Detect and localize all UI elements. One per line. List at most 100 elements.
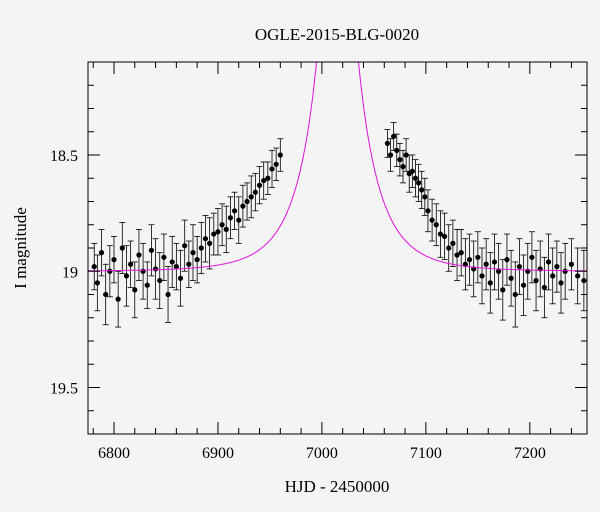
data-point (115, 296, 121, 302)
data-point (248, 194, 254, 200)
data-point (581, 277, 587, 284)
data-point (433, 222, 439, 228)
data-point (190, 250, 196, 256)
data-point (211, 231, 217, 237)
data-point (223, 226, 229, 232)
data-point (157, 277, 163, 284)
data-point (458, 250, 464, 256)
data-point (240, 203, 246, 209)
data-point (219, 222, 225, 228)
data-point (409, 168, 415, 174)
data-point (397, 157, 403, 163)
error-bars (91, 122, 587, 328)
data-point (412, 175, 419, 181)
data-point (491, 259, 498, 265)
x-tick-label: 7200 (514, 445, 546, 462)
data-point (148, 247, 155, 253)
data-point (252, 189, 258, 195)
data-point (554, 264, 560, 270)
plot-area (87, 61, 588, 435)
data-point (277, 152, 283, 158)
data-point (487, 280, 493, 286)
y-axis-ticks (88, 84, 587, 412)
data-point (558, 280, 564, 286)
data-point (500, 287, 506, 293)
data-point (575, 273, 581, 279)
data-point (207, 240, 213, 246)
data-point (194, 257, 200, 263)
x-tick-label: 6900 (202, 445, 234, 462)
data-point (215, 229, 221, 235)
x-tick-label: 7000 (306, 445, 338, 462)
data-point (91, 264, 97, 270)
data-point (446, 245, 452, 251)
data-point (429, 217, 435, 223)
data-point (541, 284, 547, 291)
x-axis-tick-labels: 6800 6900 7000 7100 7200 (98, 445, 546, 462)
data-point (479, 273, 485, 279)
data-point (483, 261, 489, 267)
data-point (422, 194, 428, 200)
y-tick-label: 18.5 (50, 148, 78, 165)
data-point (437, 231, 444, 237)
data-point (103, 291, 109, 298)
data-point (475, 254, 481, 260)
data-point (550, 273, 556, 279)
data-point (273, 161, 279, 167)
data-point (520, 282, 527, 288)
x-tick-label: 6800 (98, 445, 130, 462)
data-point (496, 268, 502, 274)
data-point (462, 261, 468, 267)
data-point (177, 275, 184, 281)
data-point (516, 264, 523, 270)
data-point (387, 152, 394, 158)
y-tick-label: 19.5 (50, 381, 78, 398)
data-point (425, 208, 431, 214)
data-point (165, 291, 171, 298)
data-point (231, 208, 238, 214)
data-point (107, 268, 113, 274)
data-point (161, 254, 167, 260)
data-point (384, 140, 390, 146)
y-axis-label: I magnitude (11, 207, 30, 289)
data-point (261, 177, 267, 184)
data-point (568, 261, 575, 267)
x-axis-ticks (92, 62, 572, 434)
data-point (545, 259, 552, 265)
data-point (400, 164, 406, 170)
data-point (244, 198, 250, 205)
data-point (140, 268, 146, 274)
model-curve (88, 62, 587, 272)
data-points (91, 133, 587, 302)
data-point (394, 147, 400, 153)
data-point (391, 133, 397, 139)
plot-frame (87, 61, 588, 435)
data-point (512, 291, 518, 298)
x-tick-label: 7100 (410, 445, 442, 462)
data-point (419, 187, 425, 193)
data-point (169, 259, 175, 265)
data-point (123, 273, 130, 279)
y-tick-label: 19 (62, 264, 78, 281)
data-point (533, 277, 539, 284)
data-point (202, 236, 209, 242)
data-point (182, 243, 188, 249)
y-axis-tick-labels: 18.5 19 19.5 (50, 148, 78, 398)
data-point (403, 152, 409, 158)
data-point (269, 166, 275, 172)
data-point (198, 245, 204, 251)
data-point (186, 261, 192, 267)
data-point (256, 182, 263, 188)
x-axis-label: HJD - 2450000 (285, 477, 390, 496)
data-point (227, 215, 234, 221)
data-point (132, 287, 138, 293)
chart-title: OGLE-2015-BLG-0020 (255, 25, 419, 44)
data-point (136, 252, 142, 258)
data-point (98, 250, 105, 256)
data-point (128, 261, 134, 267)
data-point (562, 268, 568, 274)
data-point (415, 180, 422, 186)
data-point (94, 280, 100, 286)
data-point (450, 240, 456, 246)
